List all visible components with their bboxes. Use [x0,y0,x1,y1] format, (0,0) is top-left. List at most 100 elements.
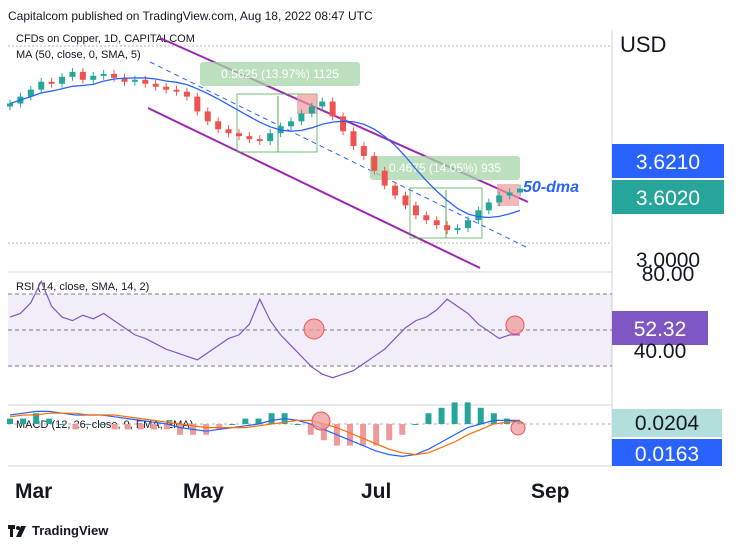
macd-signal-line [9,412,521,456]
candle-body [381,170,388,186]
signal-value: 0.0163 [635,443,699,466]
macd-hist-bar [503,418,510,424]
price-tick-3: 3.0000 [636,249,700,272]
rsi-tick-80: 80.00 [642,263,695,286]
candle-body [163,86,170,90]
macd-hist-bar [451,402,458,424]
candle-body [79,71,86,80]
footer-brand: TradingView [8,523,108,538]
candle-body [215,121,222,130]
rsi-pane-title: RSI (14, close, SMA, 14, 2) [16,281,149,293]
macd-highlight-1 [311,411,331,431]
candle-body [256,139,263,142]
rsi-highlight-1 [303,318,325,340]
macd-hist-bar [347,424,353,446]
rsi-value-badge [612,311,708,345]
macd-hist-bar [216,424,223,430]
candle-body [7,103,13,107]
candle-body [59,76,66,84]
candle-body [298,113,305,122]
macd-hist-bar [386,424,393,441]
macd-hist-bar [111,424,118,430]
macd-hist-bar [124,424,131,430]
candle-body [475,210,482,221]
candle-body [464,220,471,229]
macd-hist-bar [412,424,419,425]
candle-body [340,116,347,132]
tradingview-logo-icon [8,524,26,537]
macd-hist-bar [399,424,406,435]
candle-body [38,81,45,90]
macd-hist-bar [477,407,484,424]
candle-body [48,81,55,84]
macd-hist-bar [7,418,13,424]
macd-hist-bar [242,418,249,424]
footer-brand-text: TradingView [32,523,109,538]
candle-body [131,79,138,82]
macd-hist-bar [163,424,170,430]
channel-midline [149,61,529,249]
measure-box-1-label: 0.5625 (13.97%) 1125 [221,67,339,81]
candle-body [485,202,492,211]
macd-hist-bar [294,424,301,425]
macd-hist-bar [438,407,445,424]
candle-body [121,77,128,82]
candle-body [111,73,118,78]
ma-price-badge [612,180,724,214]
measure-box-1 [200,62,360,86]
candle-body [100,73,107,76]
fifty-dma-annotation: 50-dma [523,179,579,196]
candle-body [454,228,461,231]
ma-indicator-label: MA (50, close, 0, SMA, 5) [16,49,141,61]
macd-hist-bar [490,413,497,424]
time-tick-3: Sep [531,480,570,503]
measure-box-2-label: 0.4675 (14.05%) 935 [389,161,501,175]
macd-hist-bar [20,418,27,424]
currency-label: USD [620,32,666,57]
rsi-highlight-2 [505,315,525,335]
candle-body [392,185,399,196]
macd-hist-bar [373,424,380,446]
candle-body [90,75,97,80]
macd-hist-bar [46,418,53,424]
time-tick-2: Jul [361,480,391,503]
macd-hist-bar [268,413,275,424]
candle-body [246,136,253,140]
measure-box-2 [370,156,520,180]
time-tick-1: May [183,480,224,503]
time-tick-0: Mar [15,480,52,503]
candle-body [204,111,211,122]
macd-hist-bar [229,424,236,425]
candle-body [142,79,149,84]
candle-body [225,129,232,134]
last-price-badge [612,144,724,178]
channel-lower-line [147,107,481,269]
candle-body [152,83,159,87]
macd-hist-bar [137,424,144,430]
candle-body [444,225,451,231]
macd-hist-bar [33,413,40,424]
macd-hist-bar [307,424,314,435]
candle-body [433,220,440,226]
rsi-tick-40: 40.00 [634,340,687,363]
macd-hist-bar [98,424,105,425]
candle-body [235,133,242,137]
candle-body [267,133,274,142]
publish-caption: Capitalcom published on TradingView.com,… [8,9,373,23]
ma-price-value: 3.6020 [636,187,700,210]
macd-hist-bar [177,424,183,435]
candle-body [506,192,513,196]
candle-body [423,215,430,221]
macd-highlight-2 [510,420,526,436]
macd-hist-bar [360,424,367,446]
last-price-value: 3.6210 [636,151,700,174]
candle-body [319,101,326,107]
rsi-line [9,279,520,379]
macd-hist-bar [255,418,262,424]
candle-body [69,71,76,77]
macd-hist-bar [72,424,79,430]
price-pane-title: CFDs on Copper, 1D, CAPITALCOM [16,33,195,45]
candle-body [183,91,190,97]
macd-hist-bar [203,424,210,435]
